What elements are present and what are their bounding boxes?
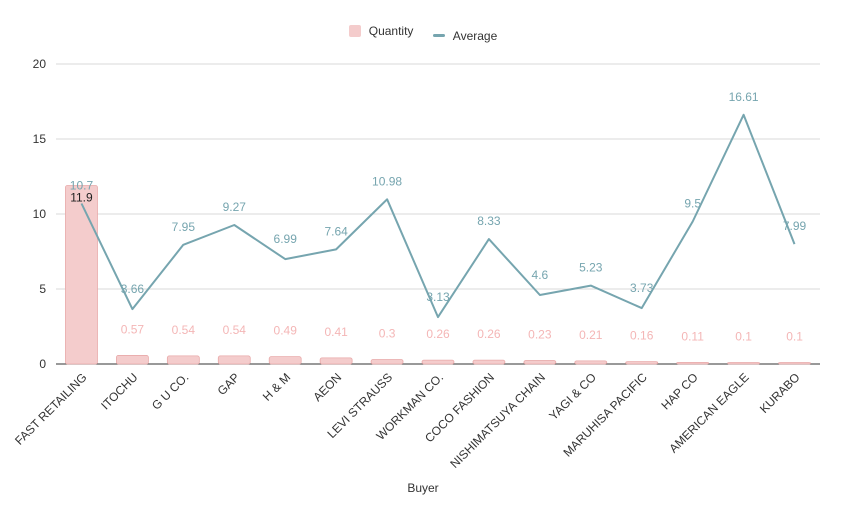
bar-quantity <box>166 355 200 365</box>
bar-quantity <box>625 361 659 365</box>
legend-label-quantity: Quantity <box>368 24 414 38</box>
legend: Quantity Average <box>0 24 846 43</box>
bar-data-label: 0.1 <box>786 330 803 344</box>
bar-quantity <box>472 359 506 365</box>
line-data-label: 4.6 <box>532 268 549 282</box>
line-average <box>80 113 796 319</box>
x-tick-label: YAGI & CO <box>546 370 599 423</box>
line-data-label: 7.95 <box>172 220 196 234</box>
x-tick-label: FAST RETAILING <box>12 370 89 447</box>
bar-quantity <box>523 360 557 365</box>
bar-data-label: 0.41 <box>324 325 348 339</box>
line-data-label: 7.64 <box>324 224 348 238</box>
line-data-label: 9.5 <box>684 197 701 211</box>
y-tick-label: 15 <box>33 132 47 146</box>
legend-item-quantity[interactable]: Quantity <box>348 24 414 38</box>
bar-quantity <box>268 356 302 365</box>
legend-swatch-quantity <box>348 25 361 37</box>
line-data-label: 8.33 <box>477 214 501 228</box>
line-data-label: 6.99 <box>274 232 298 246</box>
x-axis-title: Buyer <box>407 481 439 495</box>
bar-quantity <box>574 360 608 365</box>
bar-data-label: 0.3 <box>379 327 396 341</box>
bar-data-label: 0.54 <box>223 323 247 337</box>
x-tick-label: MARUHISA PACIFIC <box>560 370 650 460</box>
legend-swatch-average <box>432 34 445 37</box>
line-data-label: 3.66 <box>121 282 145 296</box>
bar-quantity <box>778 362 811 365</box>
line-data-label: 9.27 <box>223 200 247 214</box>
bar-data-label: 0.11 <box>681 329 704 343</box>
bar-data-label: 0.23 <box>528 328 552 342</box>
x-tick-label: KURABO <box>757 370 803 416</box>
bar-quantity <box>421 359 455 365</box>
x-tick-label: GAP <box>215 370 243 398</box>
bar-quantity <box>319 357 353 365</box>
x-tick-label: G U CO. <box>149 370 191 412</box>
bar-quantity <box>370 359 404 365</box>
line-data-label: 5.23 <box>579 261 603 275</box>
bar-quantity <box>727 362 760 365</box>
legend-item-average[interactable]: Average <box>432 28 498 43</box>
line-data-label: 10.98 <box>372 174 402 188</box>
x-tick-label: HAP CO <box>659 370 701 412</box>
bar-data-label: 0.16 <box>630 329 654 343</box>
bar-data-label: 0.26 <box>426 327 450 341</box>
bar-quantity <box>676 361 710 365</box>
bar-data-label: 0.54 <box>172 323 196 337</box>
x-tick-label: AEON <box>310 370 344 404</box>
bar-quantity <box>116 355 149 365</box>
line-data-label: 10.7 <box>70 179 94 193</box>
bar-data-label: 0.57 <box>121 322 145 336</box>
line-data-label: 3.73 <box>630 281 654 295</box>
x-tick-label: ITOCHU <box>98 370 140 412</box>
x-tick-label: H & M <box>260 370 293 403</box>
bar-quantity <box>217 355 251 365</box>
line-data-label: 7.99 <box>783 219 807 233</box>
bar-data-label: 0.49 <box>274 324 298 338</box>
bar-quantity <box>65 185 98 365</box>
legend-label-average: Average <box>452 28 498 43</box>
bar-data-label: 0.26 <box>477 327 501 341</box>
bar-data-label: 0.21 <box>579 328 603 342</box>
line-data-label: 16.61 <box>729 90 759 104</box>
bar-data-label: 0.1 <box>735 330 752 344</box>
y-tick-label: 20 <box>33 57 47 71</box>
x-tick-label: NISHIMATSUYA CHAIN <box>447 370 548 471</box>
line-data-label: 3.13 <box>426 290 450 304</box>
y-tick-label: 0 <box>39 357 46 371</box>
y-tick-label: 10 <box>33 207 47 221</box>
bar-data-label: 11.9 <box>70 191 93 205</box>
y-tick-label: 5 <box>39 282 46 296</box>
